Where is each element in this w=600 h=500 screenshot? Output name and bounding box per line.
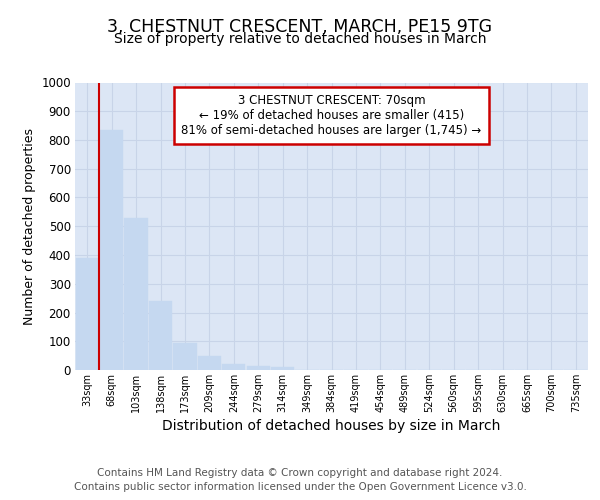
Bar (124, 218, 148, 370)
Bar (149, 301, 172, 370)
Text: Contains HM Land Registry data © Crown copyright and database right 2024.
Contai: Contains HM Land Registry data © Crown c… (74, 468, 526, 492)
Text: 3, CHESTNUT CRESCENT, MARCH, PE15 9TG: 3, CHESTNUT CRESCENT, MARCH, PE15 9TG (107, 18, 493, 36)
Bar (271, 367, 294, 370)
Bar (76, 258, 99, 370)
Text: 3 CHESTNUT CRESCENT: 70sqm
← 19% of detached houses are smaller (415)
81% of sem: 3 CHESTNUT CRESCENT: 70sqm ← 19% of deta… (181, 94, 482, 137)
Bar (100, 130, 123, 370)
Bar (173, 342, 197, 370)
X-axis label: Distribution of detached houses by size in March: Distribution of detached houses by size … (163, 419, 500, 433)
Y-axis label: Number of detached properties: Number of detached properties (23, 128, 35, 325)
Text: Size of property relative to detached houses in March: Size of property relative to detached ho… (114, 32, 486, 46)
Bar (198, 356, 221, 370)
Bar (247, 366, 270, 370)
Bar (222, 364, 245, 370)
